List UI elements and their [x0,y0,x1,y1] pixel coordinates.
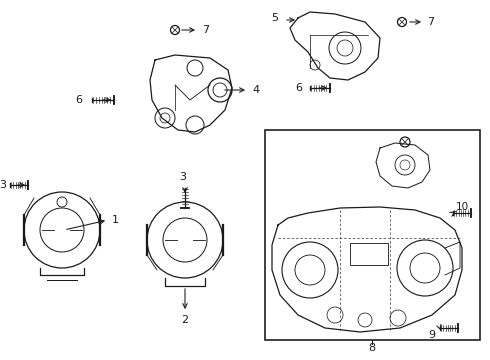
Text: 10: 10 [456,202,469,212]
Text: 6: 6 [295,83,302,93]
Text: 7: 7 [202,25,209,35]
Text: 9: 9 [428,330,435,340]
Text: 6: 6 [75,95,82,105]
Text: 5: 5 [271,13,278,23]
Text: 7: 7 [427,17,434,27]
Text: 1: 1 [112,215,119,225]
Text: 2: 2 [181,315,189,325]
Bar [265,130,480,340]
Text: 8: 8 [368,343,375,353]
Text: 3: 3 [0,180,6,190]
Text: 4: 4 [252,85,259,95]
Bar [350,243,388,265]
Text: 3: 3 [179,172,187,182]
